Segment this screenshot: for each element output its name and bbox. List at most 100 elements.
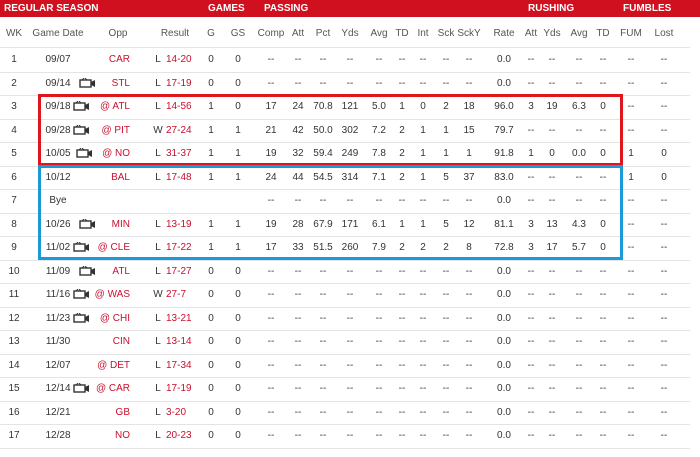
stat: -- (465, 406, 473, 418)
stat: 0 (235, 265, 241, 277)
stat: -- (627, 383, 635, 394)
stat: -- (627, 336, 635, 347)
stat: 51.5 (313, 242, 333, 253)
stat: 72.8 (494, 242, 514, 253)
stat: -- (527, 383, 535, 394)
score: 17-22 (166, 242, 192, 253)
separator (0, 118, 690, 120)
opponent: BAL (111, 171, 130, 183)
stat: 0 (235, 54, 241, 65)
stat: 54.5 (313, 171, 333, 183)
column-header: SckY (457, 28, 481, 39)
stat: -- (398, 406, 406, 418)
opponent: NO (115, 430, 130, 441)
stat: 0 (235, 312, 241, 324)
result: W (153, 289, 163, 300)
stat: -- (294, 383, 302, 394)
stat: -- (346, 77, 354, 89)
score: 27-7 (166, 289, 187, 300)
stat: -- (346, 312, 354, 324)
separator (0, 283, 690, 284)
stat: -- (660, 101, 668, 112)
stat: 0 (235, 289, 241, 300)
stat: 0 (235, 336, 241, 347)
stat: -- (398, 359, 406, 371)
stat: 18 (463, 101, 475, 112)
stat: -- (294, 359, 302, 371)
stat: -- (319, 54, 327, 65)
stat: 1 (208, 124, 214, 136)
game-date: 09/28 (45, 124, 71, 136)
stat: 1 (235, 171, 241, 183)
stat: -- (346, 336, 354, 347)
stat: 70.8 (313, 101, 333, 112)
stat: -- (627, 312, 635, 324)
separator (0, 447, 690, 449)
stat: 1 (528, 148, 534, 159)
column-header: Lost (654, 28, 674, 39)
stat: -- (419, 77, 427, 89)
stat: -- (465, 77, 473, 89)
stat: -- (575, 54, 583, 65)
column-header: Avg (370, 28, 388, 39)
column-header: G (207, 28, 215, 39)
score: 3-20 (166, 406, 187, 418)
stat: 44 (292, 171, 304, 183)
stat: -- (419, 312, 427, 324)
week: 2 (11, 77, 17, 89)
stat: 7.9 (372, 242, 386, 253)
stat: 0.0 (497, 359, 511, 371)
game-date: Bye (49, 195, 67, 206)
stat: 1 (235, 242, 241, 253)
week: 6 (11, 171, 17, 183)
week: 11 (8, 289, 20, 300)
stat: -- (527, 336, 535, 347)
separator (0, 400, 690, 402)
stat: 3 (528, 218, 534, 230)
stat: 0 (208, 406, 214, 418)
stat: -- (294, 265, 302, 277)
stat: 0 (661, 171, 667, 183)
game-date: 11/09 (45, 265, 71, 277)
tv-icon (79, 77, 97, 92)
week: 4 (11, 124, 17, 136)
stat: -- (319, 430, 327, 441)
stat: 59.4 (313, 148, 333, 159)
stat: 24 (265, 171, 277, 183)
stat: 0 (600, 148, 606, 159)
stat: -- (319, 77, 327, 89)
opponent: @ CAR (95, 383, 130, 394)
stat: 1 (466, 148, 472, 159)
stat: -- (527, 171, 535, 183)
highlight-box (38, 94, 623, 166)
stat: -- (627, 265, 635, 277)
stat: 0 (420, 101, 426, 112)
stat: 0 (235, 359, 241, 371)
stat: -- (660, 54, 668, 65)
stat: -- (442, 430, 450, 441)
stat: -- (419, 195, 427, 206)
stat: 1 (235, 218, 241, 230)
score: 17-27 (166, 265, 192, 277)
separator (0, 424, 690, 425)
stat: 50.0 (313, 124, 333, 136)
stat: -- (267, 312, 275, 324)
stat: -- (419, 336, 427, 347)
stat: -- (527, 312, 535, 324)
stat: -- (627, 406, 635, 418)
column-header: WK (5, 28, 23, 39)
column-header: Yds (341, 28, 359, 39)
opponent: STL (111, 77, 130, 89)
stat: -- (375, 312, 383, 324)
tv-icon (73, 288, 91, 303)
week: 15 (8, 383, 20, 394)
column-header: Pct (315, 28, 331, 39)
stat: 19 (265, 148, 277, 159)
score: 17-19 (166, 77, 192, 89)
stat: -- (346, 383, 354, 394)
stat: 0 (208, 54, 214, 65)
stat: -- (346, 54, 354, 65)
stat: -- (267, 336, 275, 347)
stat: 1 (208, 171, 214, 183)
